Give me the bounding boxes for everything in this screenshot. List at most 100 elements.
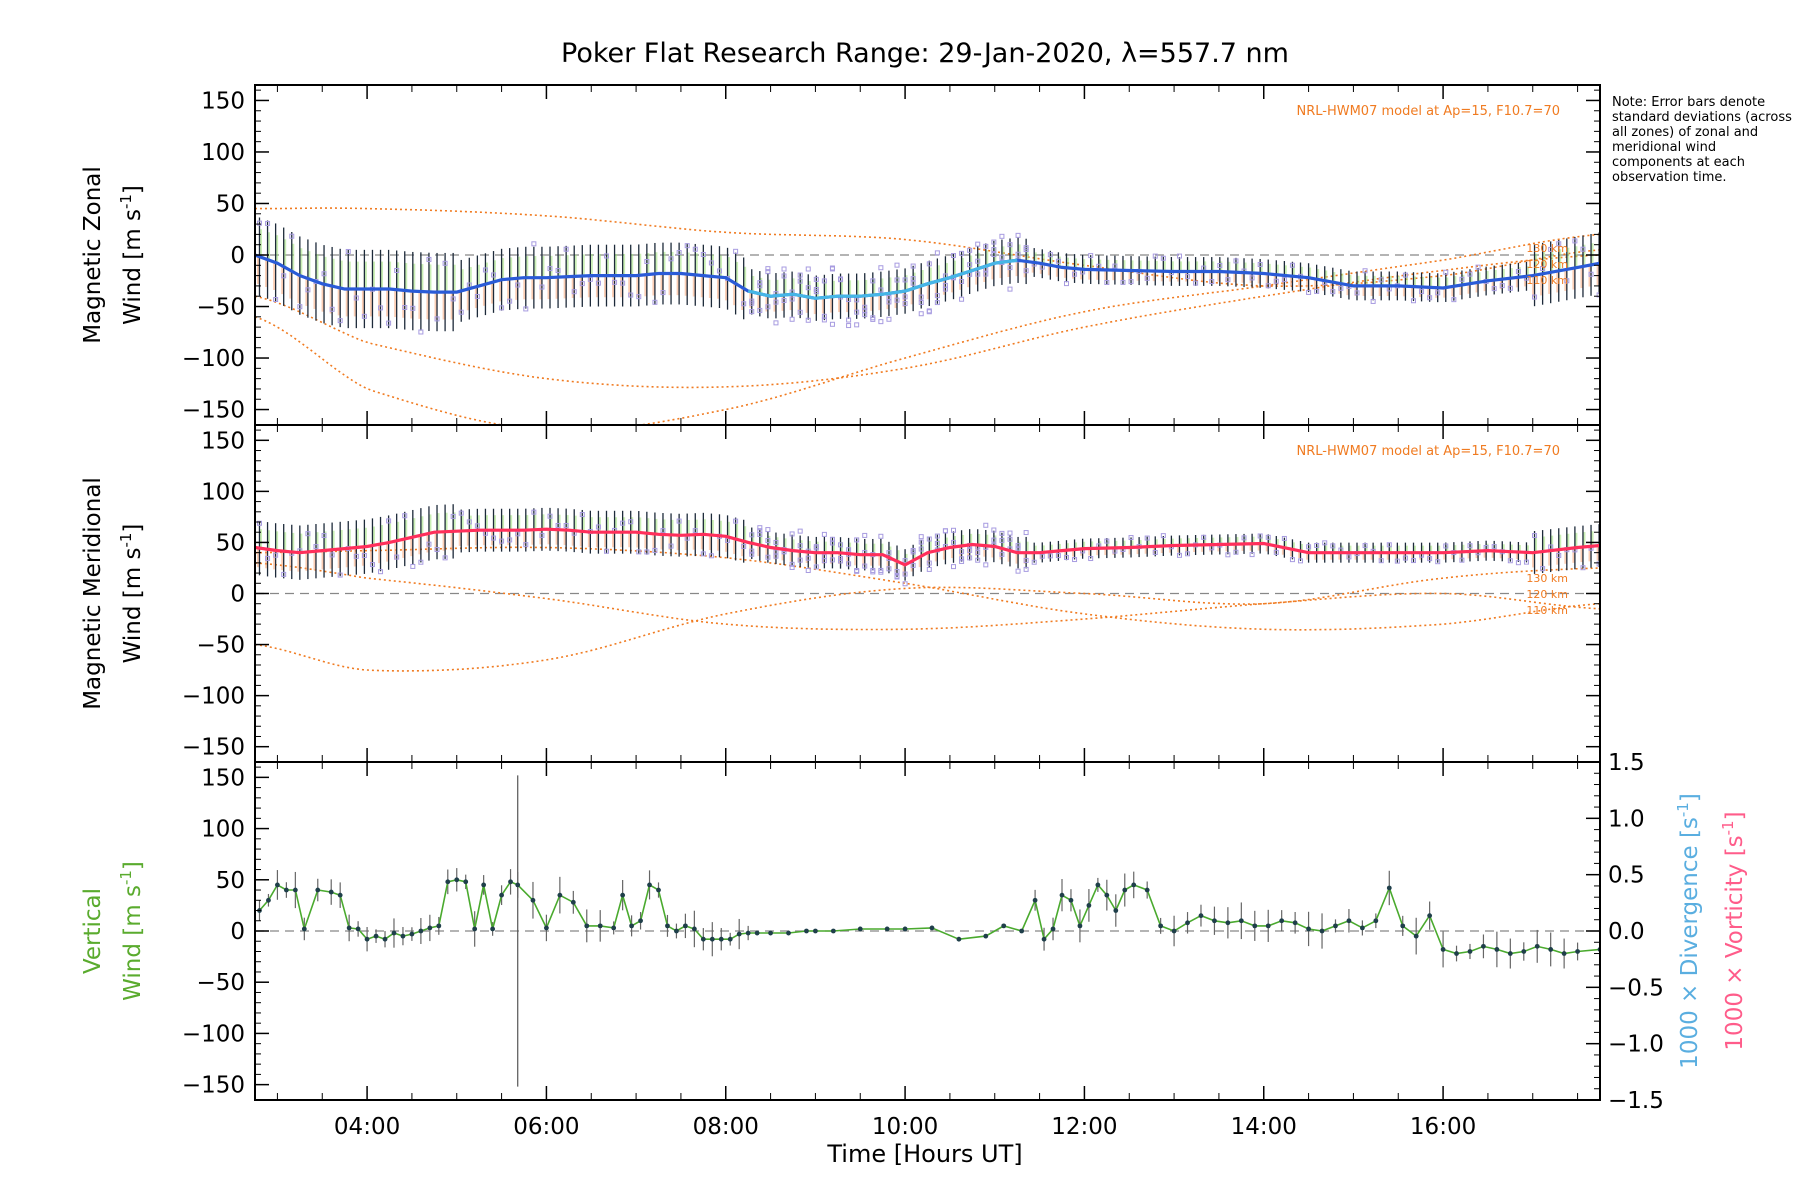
zone-marker bbox=[1273, 278, 1279, 284]
vertical-wind-point bbox=[1575, 949, 1580, 954]
vertical-wind-point bbox=[355, 926, 361, 932]
vertical-wind-point bbox=[1171, 928, 1177, 934]
zone-marker bbox=[773, 539, 779, 545]
mean-wind-line-highlight bbox=[747, 258, 1018, 300]
vertical-wind-point bbox=[983, 933, 989, 939]
zone-marker bbox=[1023, 268, 1029, 274]
zone-marker bbox=[345, 248, 351, 254]
zone-marker bbox=[813, 276, 819, 282]
y-tick-label: 50 bbox=[216, 530, 245, 556]
zone-marker bbox=[942, 286, 948, 292]
zone-marker bbox=[1225, 552, 1231, 558]
right-y-tick-label: 0.5 bbox=[1608, 863, 1645, 889]
zone-marker bbox=[1063, 554, 1069, 560]
zone-marker bbox=[910, 276, 916, 282]
zone-marker bbox=[418, 559, 424, 565]
zone-marker bbox=[1499, 283, 1505, 289]
zone-marker bbox=[991, 247, 997, 253]
zone-marker bbox=[886, 550, 892, 556]
vertical-wind-point bbox=[1198, 913, 1204, 919]
zone-marker bbox=[563, 246, 569, 252]
model-curve-120-km bbox=[255, 567, 1600, 672]
zone-marker bbox=[918, 539, 924, 545]
zone-marker bbox=[757, 525, 763, 531]
x-tick-label: 10:00 bbox=[872, 1114, 938, 1140]
zone-marker bbox=[1467, 543, 1473, 549]
zone-marker bbox=[1047, 553, 1053, 559]
zone-marker bbox=[1015, 232, 1021, 238]
zone-marker bbox=[805, 568, 811, 574]
zone-marker bbox=[539, 284, 545, 290]
vertical-wind-point bbox=[597, 923, 603, 929]
zone-marker bbox=[821, 531, 827, 537]
y-tick-label: −100 bbox=[182, 1021, 245, 1047]
zone-marker bbox=[854, 568, 860, 574]
vertical-wind-point bbox=[266, 897, 271, 903]
zone-marker bbox=[1346, 554, 1352, 560]
zone-marker bbox=[1007, 242, 1013, 248]
right-axis-label-vorticity-part: 1000 × Vorticity [s bbox=[1722, 835, 1748, 1050]
zone-marker bbox=[305, 531, 311, 537]
zone-marker bbox=[531, 509, 537, 515]
zone-marker bbox=[765, 554, 771, 560]
zone-marker bbox=[894, 277, 900, 283]
right-y-tick-label: −1.0 bbox=[1608, 1032, 1664, 1058]
vertical-wind-point bbox=[557, 892, 563, 898]
zone-marker bbox=[329, 552, 335, 558]
zone-marker bbox=[313, 544, 319, 550]
altitude-label: 130 km bbox=[1526, 572, 1568, 585]
vertical-wind-point bbox=[499, 892, 504, 898]
x-tick-label: 14:00 bbox=[1231, 1114, 1297, 1140]
vertical-wind-point bbox=[884, 926, 890, 932]
y-tick-label: 150 bbox=[201, 765, 245, 791]
zone-marker bbox=[918, 546, 924, 552]
zone-marker bbox=[951, 564, 957, 570]
zone-marker bbox=[1459, 557, 1465, 563]
panel-plot-area bbox=[255, 775, 1600, 1087]
zone-marker bbox=[757, 528, 763, 534]
y-tick-label: 0 bbox=[230, 243, 245, 269]
model-curve-120-km bbox=[255, 254, 1600, 389]
zone-marker bbox=[797, 272, 803, 278]
zone-marker bbox=[1556, 552, 1562, 558]
zone-marker bbox=[1128, 279, 1134, 285]
zone-marker bbox=[555, 268, 561, 274]
zone-marker bbox=[1443, 269, 1449, 275]
zone-marker bbox=[878, 287, 884, 293]
zone-marker bbox=[410, 563, 416, 569]
right-axis-label-divergence-part: 1000 × Divergence [s bbox=[1677, 817, 1703, 1069]
zone-marker bbox=[959, 556, 965, 562]
zone-marker bbox=[1241, 535, 1247, 541]
zone-marker bbox=[1152, 549, 1158, 555]
zone-marker bbox=[910, 280, 916, 286]
zone-marker bbox=[1176, 253, 1182, 259]
zone-marker bbox=[886, 566, 892, 572]
zone-marker bbox=[991, 537, 997, 543]
vertical-wind-point bbox=[786, 930, 791, 936]
zone-marker bbox=[1378, 277, 1384, 283]
model-curve-110-km bbox=[255, 233, 1600, 425]
zone-marker bbox=[1580, 246, 1586, 252]
x-axis-label: Time [Hours UT] bbox=[826, 1140, 1022, 1168]
zone-marker bbox=[579, 512, 585, 518]
zone-marker bbox=[749, 298, 755, 304]
zone-marker bbox=[789, 564, 795, 570]
zone-marker bbox=[450, 296, 456, 302]
zone-marker bbox=[660, 290, 666, 296]
zone-marker bbox=[297, 304, 303, 310]
zone-marker bbox=[733, 518, 739, 524]
zone-marker bbox=[910, 562, 916, 568]
zone-marker bbox=[1007, 265, 1013, 271]
model-curve-130-km bbox=[255, 207, 1600, 287]
vertical-wind-point bbox=[1077, 923, 1083, 929]
zone-marker bbox=[587, 276, 593, 282]
zone-marker bbox=[353, 295, 359, 301]
vertical-wind-point bbox=[1086, 902, 1092, 908]
zone-marker bbox=[265, 555, 271, 561]
zone-marker bbox=[838, 542, 844, 548]
zone-marker bbox=[926, 536, 932, 542]
zone-marker bbox=[975, 550, 981, 556]
zone-marker bbox=[934, 293, 940, 299]
zone-marker bbox=[789, 561, 795, 567]
zone-marker bbox=[660, 528, 666, 534]
